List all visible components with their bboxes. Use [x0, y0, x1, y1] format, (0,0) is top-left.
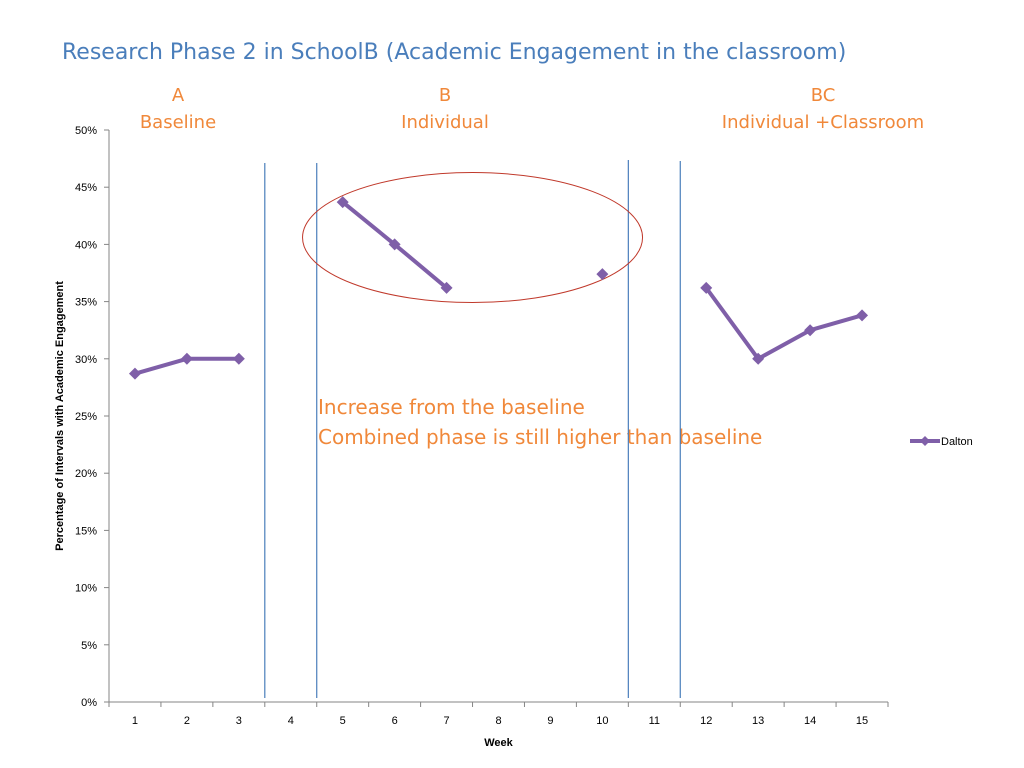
y-tick-label: 40% — [75, 239, 97, 251]
y-tick-label: 50% — [75, 125, 97, 137]
x-tick-label: 9 — [547, 715, 553, 727]
x-tick-label: 5 — [340, 715, 346, 727]
y-tick-label: 20% — [75, 468, 97, 480]
annotation-line-2: Combined phase is still higher than base… — [318, 425, 763, 449]
data-point-dalton — [700, 281, 713, 294]
x-tick-label: 7 — [444, 715, 450, 727]
y-tick-label: 10% — [75, 583, 97, 595]
data-point-dalton — [752, 352, 765, 365]
data-point-dalton — [596, 268, 609, 281]
phase-label-bc: BC Individual +Classroom — [713, 82, 933, 136]
x-tick-label: 6 — [392, 715, 398, 727]
series-line-dalton — [704, 286, 863, 361]
x-tick-label: 15 — [856, 715, 868, 727]
x-tick-label: 14 — [804, 715, 816, 727]
data-point-dalton — [336, 196, 349, 209]
x-tick-label: 10 — [596, 715, 608, 727]
x-tick-label: 12 — [700, 715, 712, 727]
data-point-dalton — [804, 324, 817, 337]
y-tick-label: 45% — [75, 182, 97, 194]
x-tick-label: 1 — [132, 715, 138, 727]
x-tick-label: 3 — [236, 715, 242, 727]
data-point-dalton — [388, 238, 401, 251]
x-tick-label: 2 — [184, 715, 190, 727]
y-tick-label: 35% — [75, 297, 97, 309]
y-tick-label: 5% — [81, 640, 97, 652]
data-point-dalton — [856, 309, 869, 322]
x-tick-label: 4 — [288, 715, 294, 727]
legend-marker — [920, 436, 930, 446]
legend-label: Dalton — [941, 436, 973, 448]
phase-label-a: A Baseline — [128, 82, 228, 136]
y-axis-title: Percentage of Intervals with Academic En… — [54, 281, 66, 551]
chart-title: Research Phase 2 in SchoolB (Academic En… — [62, 40, 847, 65]
y-tick-label: 25% — [75, 411, 97, 423]
y-tick-label: 15% — [75, 525, 97, 537]
annotation-line-1: Increase from the baseline — [318, 395, 585, 419]
phase-a-code: A — [171, 85, 185, 106]
data-point-dalton — [440, 281, 453, 294]
x-tick-label: 8 — [495, 715, 501, 727]
y-tick-label: 0% — [81, 697, 97, 709]
highlight-ellipse — [302, 172, 644, 304]
phase-bc-name: Individual +Classroom — [721, 112, 925, 133]
phase-b-name: Individual — [401, 112, 489, 133]
data-point-dalton — [232, 352, 245, 365]
x-tick-label: 11 — [649, 715, 660, 727]
phase-bc-code: BC — [810, 85, 836, 106]
phase-b-code: B — [438, 85, 452, 106]
phase-label-b: B Individual — [385, 82, 505, 136]
x-tick-label: 13 — [752, 715, 764, 727]
y-tick-label: 30% — [75, 354, 97, 366]
data-point-dalton — [180, 352, 193, 365]
annotation-text: Increase from the baseline Combined phas… — [318, 392, 762, 452]
data-point-dalton — [128, 367, 141, 380]
phase-a-name: Baseline — [139, 112, 217, 133]
x-axis-title: Week — [484, 737, 513, 749]
